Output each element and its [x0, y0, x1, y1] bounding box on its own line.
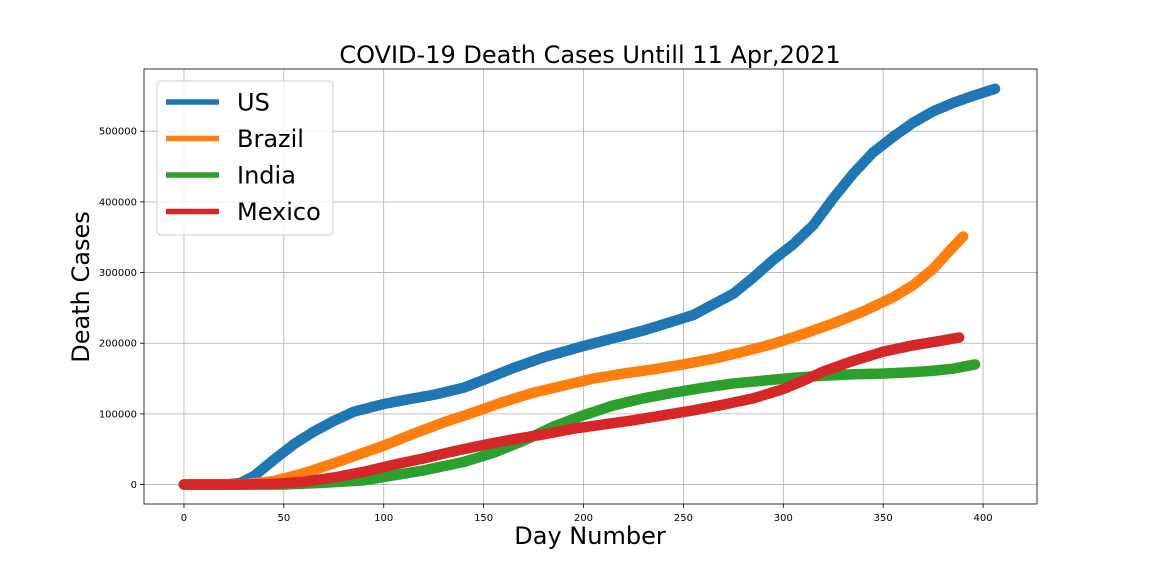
x-tick-label: 200 — [574, 513, 593, 524]
y-axis-title: Death Cases — [67, 211, 95, 362]
data-point-india — [969, 359, 981, 370]
axis-ticks: 0 50 100 150 200 250 300 350 400 0 100000 200000 300… — [99, 127, 993, 524]
y-tick-label: 300000 — [99, 268, 137, 279]
x-tick-label: 250 — [674, 513, 693, 524]
data-point-us — [989, 83, 1001, 95]
y-tick-label: 100000 — [99, 409, 137, 420]
data-point-mexico — [953, 332, 965, 343]
x-tick-label: 350 — [874, 513, 893, 524]
y-tick-label: 400000 — [99, 197, 137, 208]
legend: US Brazil India Mexico — [156, 80, 334, 236]
x-axis-title: Day Number — [514, 522, 666, 550]
legend-label-india: India — [237, 162, 296, 190]
legend-label-mexico: Mexico — [237, 198, 321, 226]
x-tick-label: 0 — [181, 513, 187, 524]
legend-label-us: US — [237, 89, 270, 117]
legend-box — [156, 80, 334, 236]
x-tick-label: 300 — [774, 513, 793, 524]
x-tick-label: 150 — [474, 513, 493, 524]
y-tick-label: 0 — [131, 480, 137, 491]
chart-title: COVID-19 Death Cases Untill 11 Apr,2021 — [339, 41, 840, 69]
legend-items: US Brazil India Mexico — [166, 89, 321, 226]
y-tick-label: 500000 — [99, 127, 137, 138]
plot-frame — [143, 68, 1038, 505]
plot-series — [178, 83, 1001, 490]
x-tick-label: 400 — [974, 513, 993, 524]
y-tick-label: 200000 — [99, 339, 137, 350]
legend-label-brazil: Brazil — [237, 125, 304, 153]
series-mexico — [178, 332, 965, 490]
x-tick-label: 100 — [374, 513, 393, 524]
x-tick-label: 50 — [277, 513, 290, 524]
data-point-brazil — [957, 231, 969, 242]
